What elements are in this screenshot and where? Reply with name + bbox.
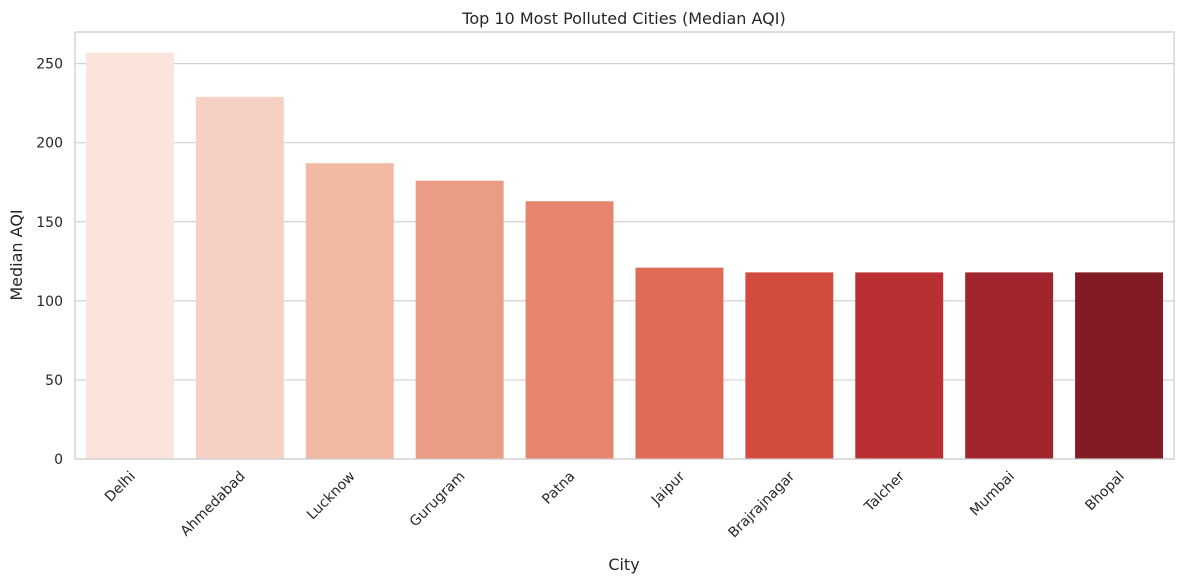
- y-tick-label: 250: [36, 57, 63, 73]
- x-tick-label: Brajrajnagar: [726, 468, 799, 541]
- x-axis-ticks: Delhi Ahmedabad Lucknow Gurugram Patna Jaipur…: [102, 468, 1128, 541]
- bar-patna: [525, 201, 614, 460]
- y-tick-label: 0: [54, 452, 63, 468]
- x-tick-label: Patna: [539, 469, 578, 508]
- y-tick-label: 200: [36, 136, 63, 152]
- bar-jaipur: [635, 267, 724, 459]
- plot-frame: [74, 31, 1175, 460]
- bar-brajrajnagar: [745, 272, 834, 459]
- x-tick-label: Lucknow: [304, 469, 359, 524]
- y-tick-label: 100: [36, 294, 63, 310]
- x-tick-label: Ahmedabad: [178, 469, 249, 540]
- bar-ahmedabad: [195, 96, 284, 459]
- x-tick-label: Jaipur: [648, 468, 689, 509]
- y-tick-label: 150: [36, 215, 63, 231]
- x-tick-label: Bhopal: [1082, 469, 1128, 515]
- x-tick-label: Mumbai: [967, 469, 1018, 520]
- bar-mumbai: [965, 272, 1054, 459]
- x-tick-label: Gurugram: [407, 469, 469, 531]
- bar-talcher: [855, 272, 944, 459]
- x-tick-label: Delhi: [102, 469, 139, 506]
- bar-lucknow: [305, 163, 394, 459]
- bars: [85, 52, 1164, 460]
- y-axis-ticks: 0 50 100 150 200 250: [36, 57, 63, 468]
- bar-bhopal: [1075, 272, 1164, 459]
- chart-title: Top 10 Most Polluted Cities (Median AQI): [461, 9, 785, 28]
- bar-gurugram: [415, 180, 504, 460]
- x-axis-title: City: [608, 555, 639, 574]
- y-axis-title: Median AQI: [7, 209, 26, 300]
- bar-delhi: [85, 52, 174, 459]
- x-tick-label: Talcher: [861, 468, 908, 515]
- y-tick-label: 50: [45, 373, 63, 389]
